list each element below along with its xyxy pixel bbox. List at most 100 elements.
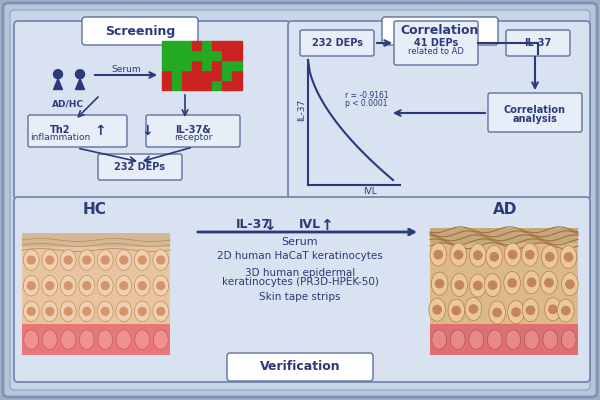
Ellipse shape: [469, 330, 484, 350]
Bar: [232, 60, 241, 70]
Ellipse shape: [430, 243, 446, 266]
Circle shape: [26, 256, 36, 265]
Ellipse shape: [521, 243, 538, 266]
Circle shape: [473, 250, 483, 260]
FancyBboxPatch shape: [488, 93, 582, 132]
Text: 2D human HaCaT keratinocytes: 2D human HaCaT keratinocytes: [217, 251, 383, 261]
Ellipse shape: [541, 245, 558, 268]
Text: p < 0.0001: p < 0.0001: [345, 98, 388, 108]
Circle shape: [82, 307, 91, 316]
Bar: [162, 60, 172, 70]
Bar: [182, 50, 191, 60]
Circle shape: [433, 305, 442, 314]
Ellipse shape: [451, 330, 465, 350]
Text: AD/HC: AD/HC: [52, 100, 84, 108]
Circle shape: [561, 306, 571, 316]
Circle shape: [137, 307, 147, 316]
Bar: [232, 80, 241, 90]
Bar: [192, 80, 202, 90]
Text: Correlation: Correlation: [401, 24, 479, 38]
Ellipse shape: [465, 298, 482, 320]
FancyBboxPatch shape: [22, 247, 170, 324]
FancyBboxPatch shape: [10, 10, 590, 390]
Bar: [202, 50, 212, 60]
Circle shape: [473, 281, 483, 290]
Text: Serum: Serum: [281, 237, 319, 247]
Ellipse shape: [562, 330, 576, 350]
Ellipse shape: [432, 330, 446, 350]
Text: HC: HC: [83, 202, 107, 218]
Ellipse shape: [61, 276, 76, 296]
Ellipse shape: [557, 299, 574, 322]
FancyBboxPatch shape: [430, 228, 578, 246]
Bar: [212, 60, 221, 70]
Bar: [172, 80, 182, 90]
Ellipse shape: [154, 330, 168, 350]
Ellipse shape: [98, 330, 113, 350]
Ellipse shape: [42, 250, 58, 270]
Text: 3D human epidermal: 3D human epidermal: [245, 268, 355, 278]
Bar: [232, 40, 241, 50]
Ellipse shape: [61, 250, 76, 270]
Ellipse shape: [23, 250, 39, 270]
Circle shape: [119, 256, 128, 265]
Ellipse shape: [429, 298, 445, 321]
Circle shape: [137, 256, 147, 265]
Text: Serum: Serum: [111, 64, 141, 74]
Bar: [202, 70, 212, 80]
Bar: [192, 40, 202, 50]
Circle shape: [137, 281, 147, 290]
FancyBboxPatch shape: [382, 17, 498, 45]
Bar: [232, 70, 241, 80]
Ellipse shape: [116, 250, 131, 270]
Bar: [162, 50, 172, 60]
Circle shape: [26, 281, 36, 290]
Ellipse shape: [505, 243, 521, 266]
Ellipse shape: [504, 272, 520, 294]
Ellipse shape: [79, 276, 95, 296]
Text: 232 DEPs: 232 DEPs: [311, 38, 362, 48]
Text: 41 DEPs: 41 DEPs: [414, 38, 458, 48]
Ellipse shape: [97, 276, 113, 296]
Ellipse shape: [541, 271, 557, 294]
Polygon shape: [76, 79, 85, 90]
Circle shape: [507, 278, 517, 288]
Circle shape: [434, 279, 445, 288]
Circle shape: [526, 305, 535, 315]
Circle shape: [64, 307, 73, 316]
Ellipse shape: [153, 301, 169, 322]
Ellipse shape: [134, 250, 150, 270]
Bar: [192, 70, 202, 80]
Ellipse shape: [116, 301, 131, 322]
Ellipse shape: [61, 301, 76, 322]
Text: analysis: analysis: [512, 114, 557, 124]
FancyBboxPatch shape: [22, 233, 170, 250]
Bar: [212, 80, 221, 90]
Circle shape: [488, 280, 497, 290]
Bar: [232, 50, 241, 60]
Circle shape: [451, 306, 461, 316]
Ellipse shape: [42, 276, 58, 296]
Ellipse shape: [153, 250, 169, 270]
Bar: [172, 50, 182, 60]
Circle shape: [64, 256, 73, 265]
Bar: [172, 70, 182, 80]
Text: Correlation: Correlation: [504, 105, 566, 115]
Circle shape: [490, 252, 499, 262]
Ellipse shape: [79, 250, 95, 270]
FancyBboxPatch shape: [98, 154, 182, 180]
Text: ↑: ↑: [94, 124, 106, 138]
Ellipse shape: [61, 330, 76, 350]
Text: 232 DEPs: 232 DEPs: [115, 162, 166, 172]
FancyBboxPatch shape: [227, 353, 373, 381]
Text: keratinocytes (PR3D-HPEK-50): keratinocytes (PR3D-HPEK-50): [221, 277, 379, 287]
Text: ↑: ↑: [320, 218, 333, 232]
Text: Screening: Screening: [105, 24, 175, 38]
Circle shape: [53, 70, 62, 79]
Bar: [202, 40, 212, 50]
Circle shape: [76, 70, 85, 79]
Circle shape: [454, 250, 463, 260]
Bar: [182, 70, 191, 80]
Ellipse shape: [508, 301, 524, 324]
Bar: [202, 60, 212, 70]
